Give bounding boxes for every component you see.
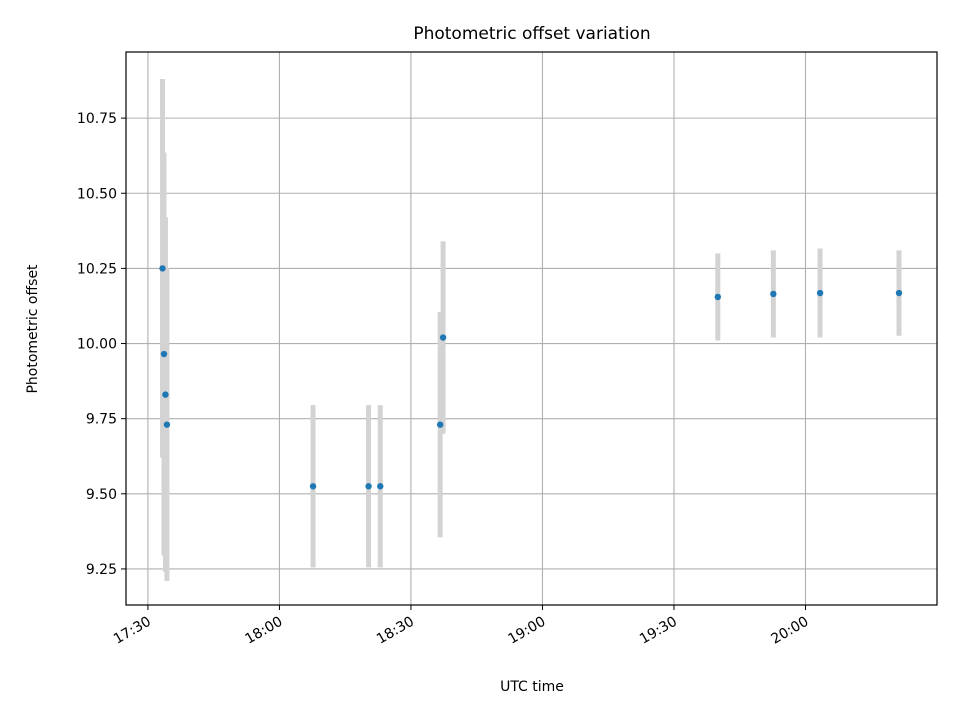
x-tick-label: 19:30	[637, 614, 680, 648]
plot-frame	[125, 51, 938, 606]
data-point	[159, 265, 166, 272]
y-tick-label: 10.50	[77, 186, 117, 202]
y-tick-label: 10.75	[77, 111, 117, 127]
data-point	[377, 483, 384, 490]
x-tick-label: 17:30	[111, 614, 154, 648]
x-axis-ticks: 17:30 18:00 18:30 19:00 19:30 20:00	[111, 605, 812, 648]
grid-lines	[126, 52, 937, 605]
data-point	[436, 421, 444, 428]
data-point	[714, 293, 722, 301]
x-axis-label: UTC time	[500, 679, 564, 695]
data-point	[365, 483, 372, 490]
data-point	[770, 290, 777, 298]
error-bars	[160, 79, 902, 581]
y-tick-label: 9.25	[86, 562, 117, 578]
y-tick-label: 10.00	[77, 337, 117, 353]
data-point	[163, 421, 171, 428]
data-points	[159, 265, 903, 490]
data-point	[439, 334, 447, 341]
y-tick-label: 10.25	[77, 261, 117, 277]
data-point	[816, 289, 824, 297]
data-point	[309, 483, 317, 490]
x-tick-label: 20:00	[769, 614, 812, 648]
data-point	[895, 289, 903, 297]
x-tick-label: 19:00	[506, 614, 549, 648]
y-tick-label: 9.75	[86, 412, 117, 428]
data-point	[162, 391, 169, 398]
y-tick-label: 9.50	[86, 487, 117, 503]
y-axis-ticks: 9.25 9.50 9.75 10.00 10.25 10.50 10.75	[77, 111, 126, 578]
y-axis-label: Photometric offset	[25, 264, 41, 394]
x-tick-label: 18:30	[374, 614, 417, 648]
data-point	[160, 350, 168, 358]
x-tick-label: 18:00	[242, 614, 285, 648]
chart-title: Photometric offset variation	[413, 24, 650, 44]
